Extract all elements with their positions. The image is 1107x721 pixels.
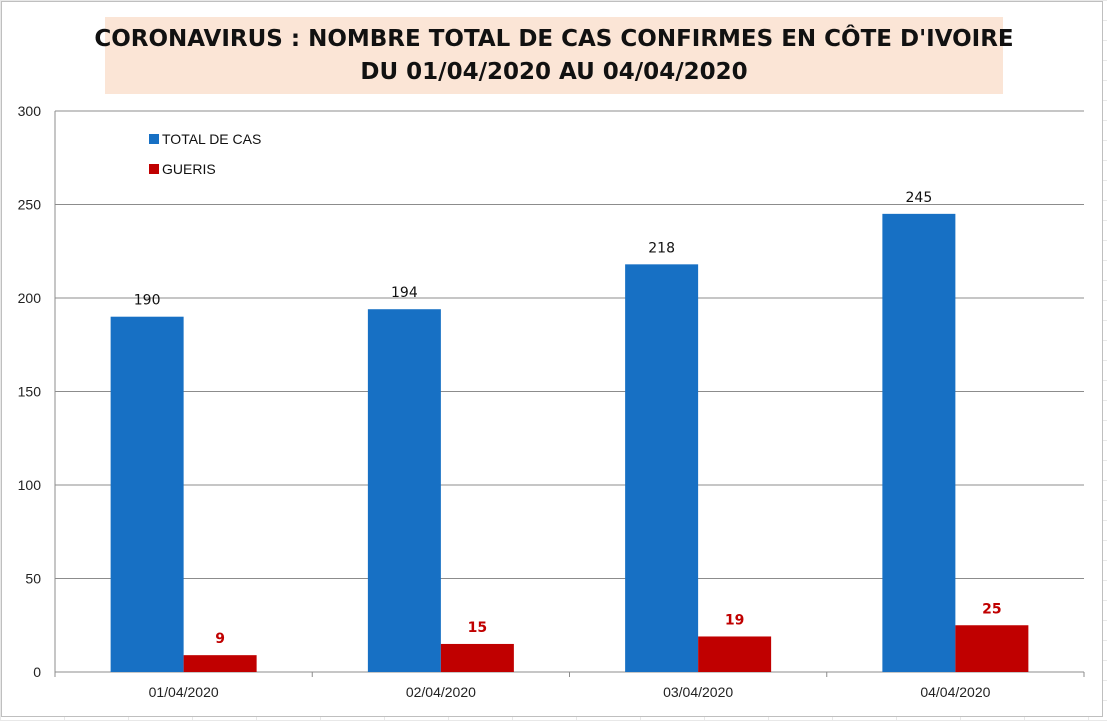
axes: 0 50 100 150 200 250 300 01/04/2020 02/04/2020 03… (18, 103, 1085, 700)
x-tick-label: 02/04/2020 (406, 684, 476, 700)
bar-gueris (698, 636, 772, 672)
data-label: 190 (134, 293, 161, 309)
data-labels: 190 194 218 245 9 15 19 25 (134, 190, 1002, 647)
data-label: 25 (982, 601, 1001, 617)
chart-subtitle: DU 01/04/2020 AU 04/04/2020 (360, 58, 748, 85)
bars (110, 213, 1029, 672)
chart-title-box: CORONAVIRUS : NOMBRE TOTAL DE CAS CONFIR… (94, 17, 1014, 94)
data-label: 218 (648, 240, 675, 256)
y-tick-label: 150 (18, 384, 42, 400)
x-tick-label: 01/04/2020 (149, 684, 219, 700)
legend: TOTAL DE CAS GUERIS (149, 131, 261, 177)
legend-swatch (149, 134, 159, 144)
data-label: 19 (725, 612, 744, 628)
y-tick-label: 300 (18, 103, 42, 119)
y-tick-label: 100 (18, 477, 42, 493)
data-label: 194 (391, 285, 418, 301)
x-tick-label: 03/04/2020 (663, 684, 733, 700)
data-label: 9 (215, 631, 225, 647)
bar-total-cas (367, 309, 441, 672)
bar-gueris (440, 643, 514, 672)
legend-label: GUERIS (162, 161, 216, 177)
legend-swatch (149, 164, 159, 174)
bar-total-cas (110, 316, 184, 672)
data-label: 245 (906, 190, 933, 206)
y-tick-label: 250 (18, 197, 42, 213)
bar-total-cas (625, 264, 699, 672)
y-tick-label: 50 (25, 571, 41, 587)
bar-total-cas (882, 213, 956, 672)
y-tick-label: 200 (18, 290, 42, 306)
bar-gueris (183, 655, 257, 672)
bar-gueris (955, 625, 1029, 672)
y-tick-label: 0 (33, 664, 41, 680)
x-tick-label: 04/04/2020 (920, 684, 990, 700)
data-label: 15 (468, 620, 487, 636)
legend-label: TOTAL DE CAS (162, 131, 261, 147)
chart-title: CORONAVIRUS : NOMBRE TOTAL DE CAS CONFIR… (94, 25, 1014, 52)
